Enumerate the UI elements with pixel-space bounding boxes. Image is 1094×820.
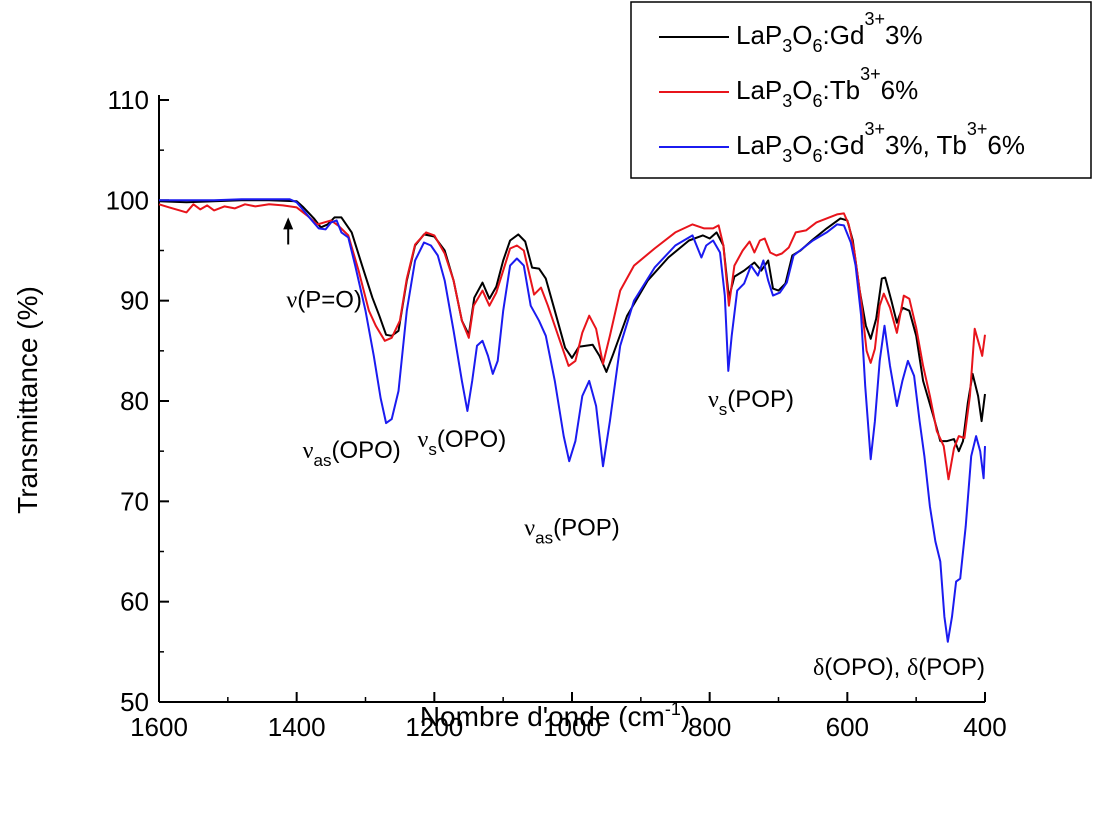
legend-box	[630, 1, 1092, 179]
annotation-subscript: s	[719, 400, 728, 419]
annotation-symbol: ν	[418, 427, 429, 453]
legend-text-part: 3+	[967, 119, 988, 139]
series-line-1	[158, 199, 986, 453]
legend-text-part: LaP	[736, 75, 782, 105]
annotation-text: (OPO)	[437, 426, 506, 453]
x-axis-title-main: Nombre d'onde (cm	[420, 701, 665, 732]
annotation-symbol: δ	[907, 655, 918, 681]
annotation-vas_pop: νas(POP)	[524, 514, 620, 547]
x-tick-label: 1400	[268, 712, 326, 742]
legend-text-part: 6	[813, 146, 823, 166]
legend-text-part: 6%	[987, 130, 1025, 160]
x-tick-label: 400	[963, 712, 1006, 742]
legend-text-part: O	[792, 75, 812, 105]
series-line-3	[159, 198, 986, 643]
y-tick-label: 60	[120, 587, 149, 617]
annotation-symbol: ν	[286, 288, 297, 314]
legend-text-part: :Gd	[823, 20, 865, 50]
legend-entry-2: LaP3O6:Tb3+6%	[736, 64, 918, 111]
legend-text-part: :Gd	[823, 130, 865, 160]
x-axis-title-tail: )	[681, 701, 690, 732]
axis-ticks: 1600 1400 1200 1000 800 600 400 50 60 70 80 90 100 11…	[106, 85, 1007, 742]
annotation-symbol: ν	[524, 515, 535, 541]
legend-text-part: 3	[782, 91, 792, 111]
annotation-subscript: as	[314, 451, 332, 470]
legend-text-part: 3%, Tb	[885, 130, 967, 160]
legend-text-part: 6	[813, 36, 823, 56]
legend-text-part: LaP	[736, 20, 782, 50]
annotation-symbol: ν	[303, 438, 314, 464]
annotation-delta: δ(OPO), δ(POP)	[813, 654, 985, 681]
y-axis-title: Transmittance (%)	[12, 286, 43, 514]
legend-text-part: LaP	[736, 130, 782, 160]
y-tick-label: 90	[120, 286, 149, 316]
annotation-subscript: s	[428, 440, 437, 459]
y-tick-label: 70	[120, 486, 149, 516]
legend-text-part: 3+	[860, 64, 881, 84]
legend-text-part: O	[792, 20, 812, 50]
legend-text-part: 3+	[864, 9, 885, 29]
legend: LaP3O6:Gd3+3%LaP3O6:Tb3+6%LaP3O6:Gd3+3%,…	[630, 1, 1092, 179]
legend-text-part: 3	[782, 146, 792, 166]
annotation-vs_pop: νs(POP)	[708, 386, 794, 419]
legend-text-part: 6%	[881, 75, 919, 105]
plot-area	[158, 95, 985, 703]
legend-text-part: O	[792, 130, 812, 160]
annotation-symbol: ν	[708, 387, 719, 413]
x-tick-label: 1000	[543, 712, 601, 742]
annotation-vas_opo: νas(OPO)	[303, 437, 401, 470]
legend-entry-3: LaP3O6:Gd3+3%, Tb3+6%	[736, 119, 1025, 166]
y-tick-label: 100	[106, 185, 149, 215]
x-axis-title: Nombre d'onde (cm-1)	[420, 699, 690, 732]
x-axis-title-sup: -1	[665, 699, 681, 719]
series-layer	[158, 198, 986, 643]
y-tick-label: 110	[108, 85, 149, 115]
annotation-text: (POP)	[553, 514, 620, 541]
annotation-text: (OPO),	[824, 654, 907, 681]
legend-text-part: 6	[813, 91, 823, 111]
legend-entry-1: LaP3O6:Gd3+3%	[736, 9, 923, 56]
legend-text-part: :Tb	[823, 75, 861, 105]
annotation-subscript: as	[535, 528, 553, 547]
annotation-text: (P=O)	[297, 287, 362, 314]
annotation-text: (POP)	[727, 386, 794, 413]
x-tick-label: 1200	[405, 712, 463, 742]
x-tick-label: 1600	[130, 712, 188, 742]
x-tick-label: 600	[826, 712, 869, 742]
y-tick-label: 80	[120, 386, 149, 416]
annotation-vs_opo: νs(OPO)	[418, 426, 507, 459]
annotation-arrow-head	[283, 217, 294, 230]
annotation-poe: ν(P=O)	[286, 287, 362, 314]
legend-text-part: 3+	[864, 119, 885, 139]
annotations: ν(P=O)νas(OPO) νs(OPO)νas(POP)νs(POP)δ(OP…	[283, 217, 985, 681]
annotation-text: (OPO)	[331, 437, 400, 464]
legend-text-part: 3%	[885, 20, 923, 50]
annotation-symbol: δ	[813, 655, 824, 681]
x-tick-label: 800	[688, 712, 731, 742]
legend-text-part: 3	[782, 36, 792, 56]
annotation-text: (POP)	[918, 654, 985, 681]
series-line-2	[158, 203, 986, 481]
y-tick-label: 50	[120, 687, 149, 717]
